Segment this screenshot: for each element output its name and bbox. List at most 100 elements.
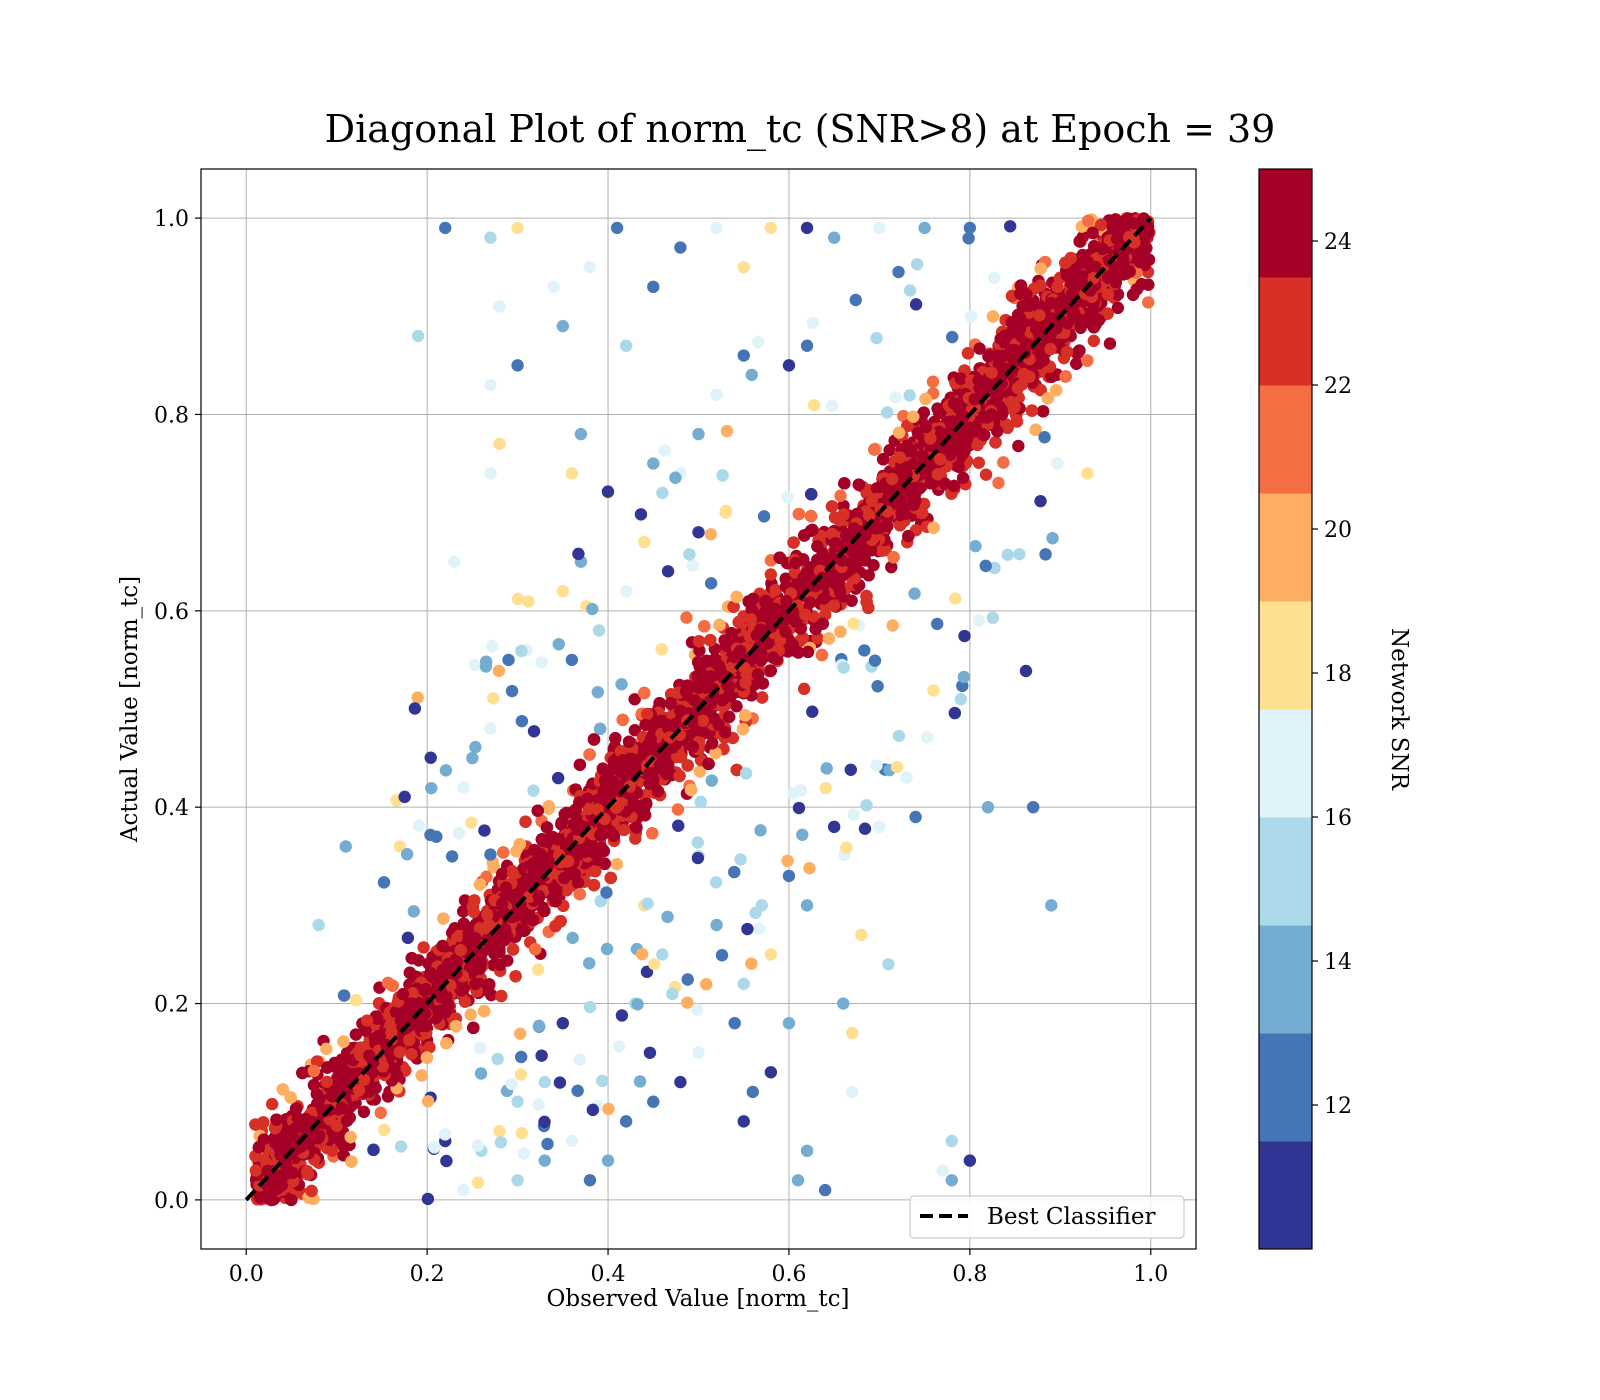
scatter-point [638,535,651,549]
scatter-point [573,758,587,771]
scatter-point [787,536,800,549]
scatter-point [693,765,707,778]
scatter-point [436,939,449,953]
scatter-point [493,1124,506,1138]
scatter-point [918,221,931,235]
scatter-point [897,409,910,423]
scatter-point [800,899,814,912]
scatter-point [405,951,418,965]
scatter-point [484,722,497,735]
scatter-point [556,584,570,598]
scatter-point [885,560,898,574]
scatter-point [511,1174,524,1187]
scatter-point [509,970,522,983]
scatter-point [704,633,717,647]
scatter-point [837,499,850,513]
scatter-point [846,1026,859,1040]
scatter-point [651,785,665,798]
scatter-point [798,529,811,542]
scatter-point [873,221,886,235]
scatter-point [736,722,750,736]
scatter-point [514,924,528,937]
scatter-point [800,339,814,352]
scatter-point [800,1144,814,1158]
scatter-point [710,388,723,402]
scatter-point [727,600,740,613]
scatter-point [919,392,932,406]
scatter-point [764,221,778,235]
scatter-point [860,589,873,603]
scatter-point [439,221,452,235]
scatter-point [604,871,617,885]
scatter-point [737,349,750,362]
scatter-point [1026,800,1040,814]
scatter-point [805,488,818,501]
scatter-point [1094,218,1108,232]
scatter-point [728,1016,741,1030]
scatter-point [737,1115,750,1128]
scatter-point [1036,405,1050,418]
scatter-point [464,1008,477,1021]
scatter-point [684,783,698,797]
scatter-point [674,1075,687,1089]
scatter-point [693,659,706,673]
scatter-point [531,963,545,976]
scatter-point [956,471,970,485]
scatter-point [1082,313,1096,327]
scatter-point [852,478,866,491]
scatter-point [907,410,920,423]
scatter-point [638,686,651,700]
scatter-point [671,803,685,816]
scatter-point [730,763,743,777]
scatter-point [792,507,806,521]
scatter-point [619,339,633,352]
scatter-point [893,518,907,532]
scatter-point [349,994,363,1007]
scatter-point [873,820,886,834]
scatter-point [692,635,706,648]
scatter-point [822,632,836,645]
scatter-point [800,221,814,235]
scatter-point [640,707,654,721]
scatter-point [764,568,778,581]
scatter-point [1130,283,1143,296]
scatter-point [1081,214,1095,228]
scatter-point [411,329,425,343]
scatter-point [755,691,769,704]
scatter-point [722,710,736,724]
scatter-point [565,653,579,667]
scatter-point [791,1174,805,1187]
scatter-point [945,1134,958,1148]
scatter-point [1045,370,1058,383]
scatter-point [556,1016,570,1030]
scatter-point [284,1091,297,1104]
scatter-point [538,1075,551,1089]
scatter-point [926,375,940,388]
scatter-point [502,653,515,667]
scatter-point [710,221,723,235]
scatter-point [417,941,430,954]
scatter-point [345,1155,358,1168]
scatter-point [674,241,687,254]
scatter-point [816,617,829,630]
scatter-point [511,221,524,235]
scatter-point [320,1042,333,1056]
scatter-point [868,443,881,456]
scatter-point [469,977,482,991]
scatter-point [680,611,693,624]
scatter-point [598,857,611,870]
scatter-point [963,1154,977,1167]
scatter-point [619,584,633,598]
scatter-point [596,762,609,775]
scatter-point [554,914,567,928]
scatter-point [529,943,542,956]
scatter-point [312,918,325,932]
scatter-point [1034,279,1047,292]
scatter-point [713,618,726,632]
scatter-point [673,769,686,783]
scatter-point [692,1046,705,1059]
scatter-point [900,771,913,784]
scatter-point [769,583,782,597]
scatter-point [737,977,750,991]
